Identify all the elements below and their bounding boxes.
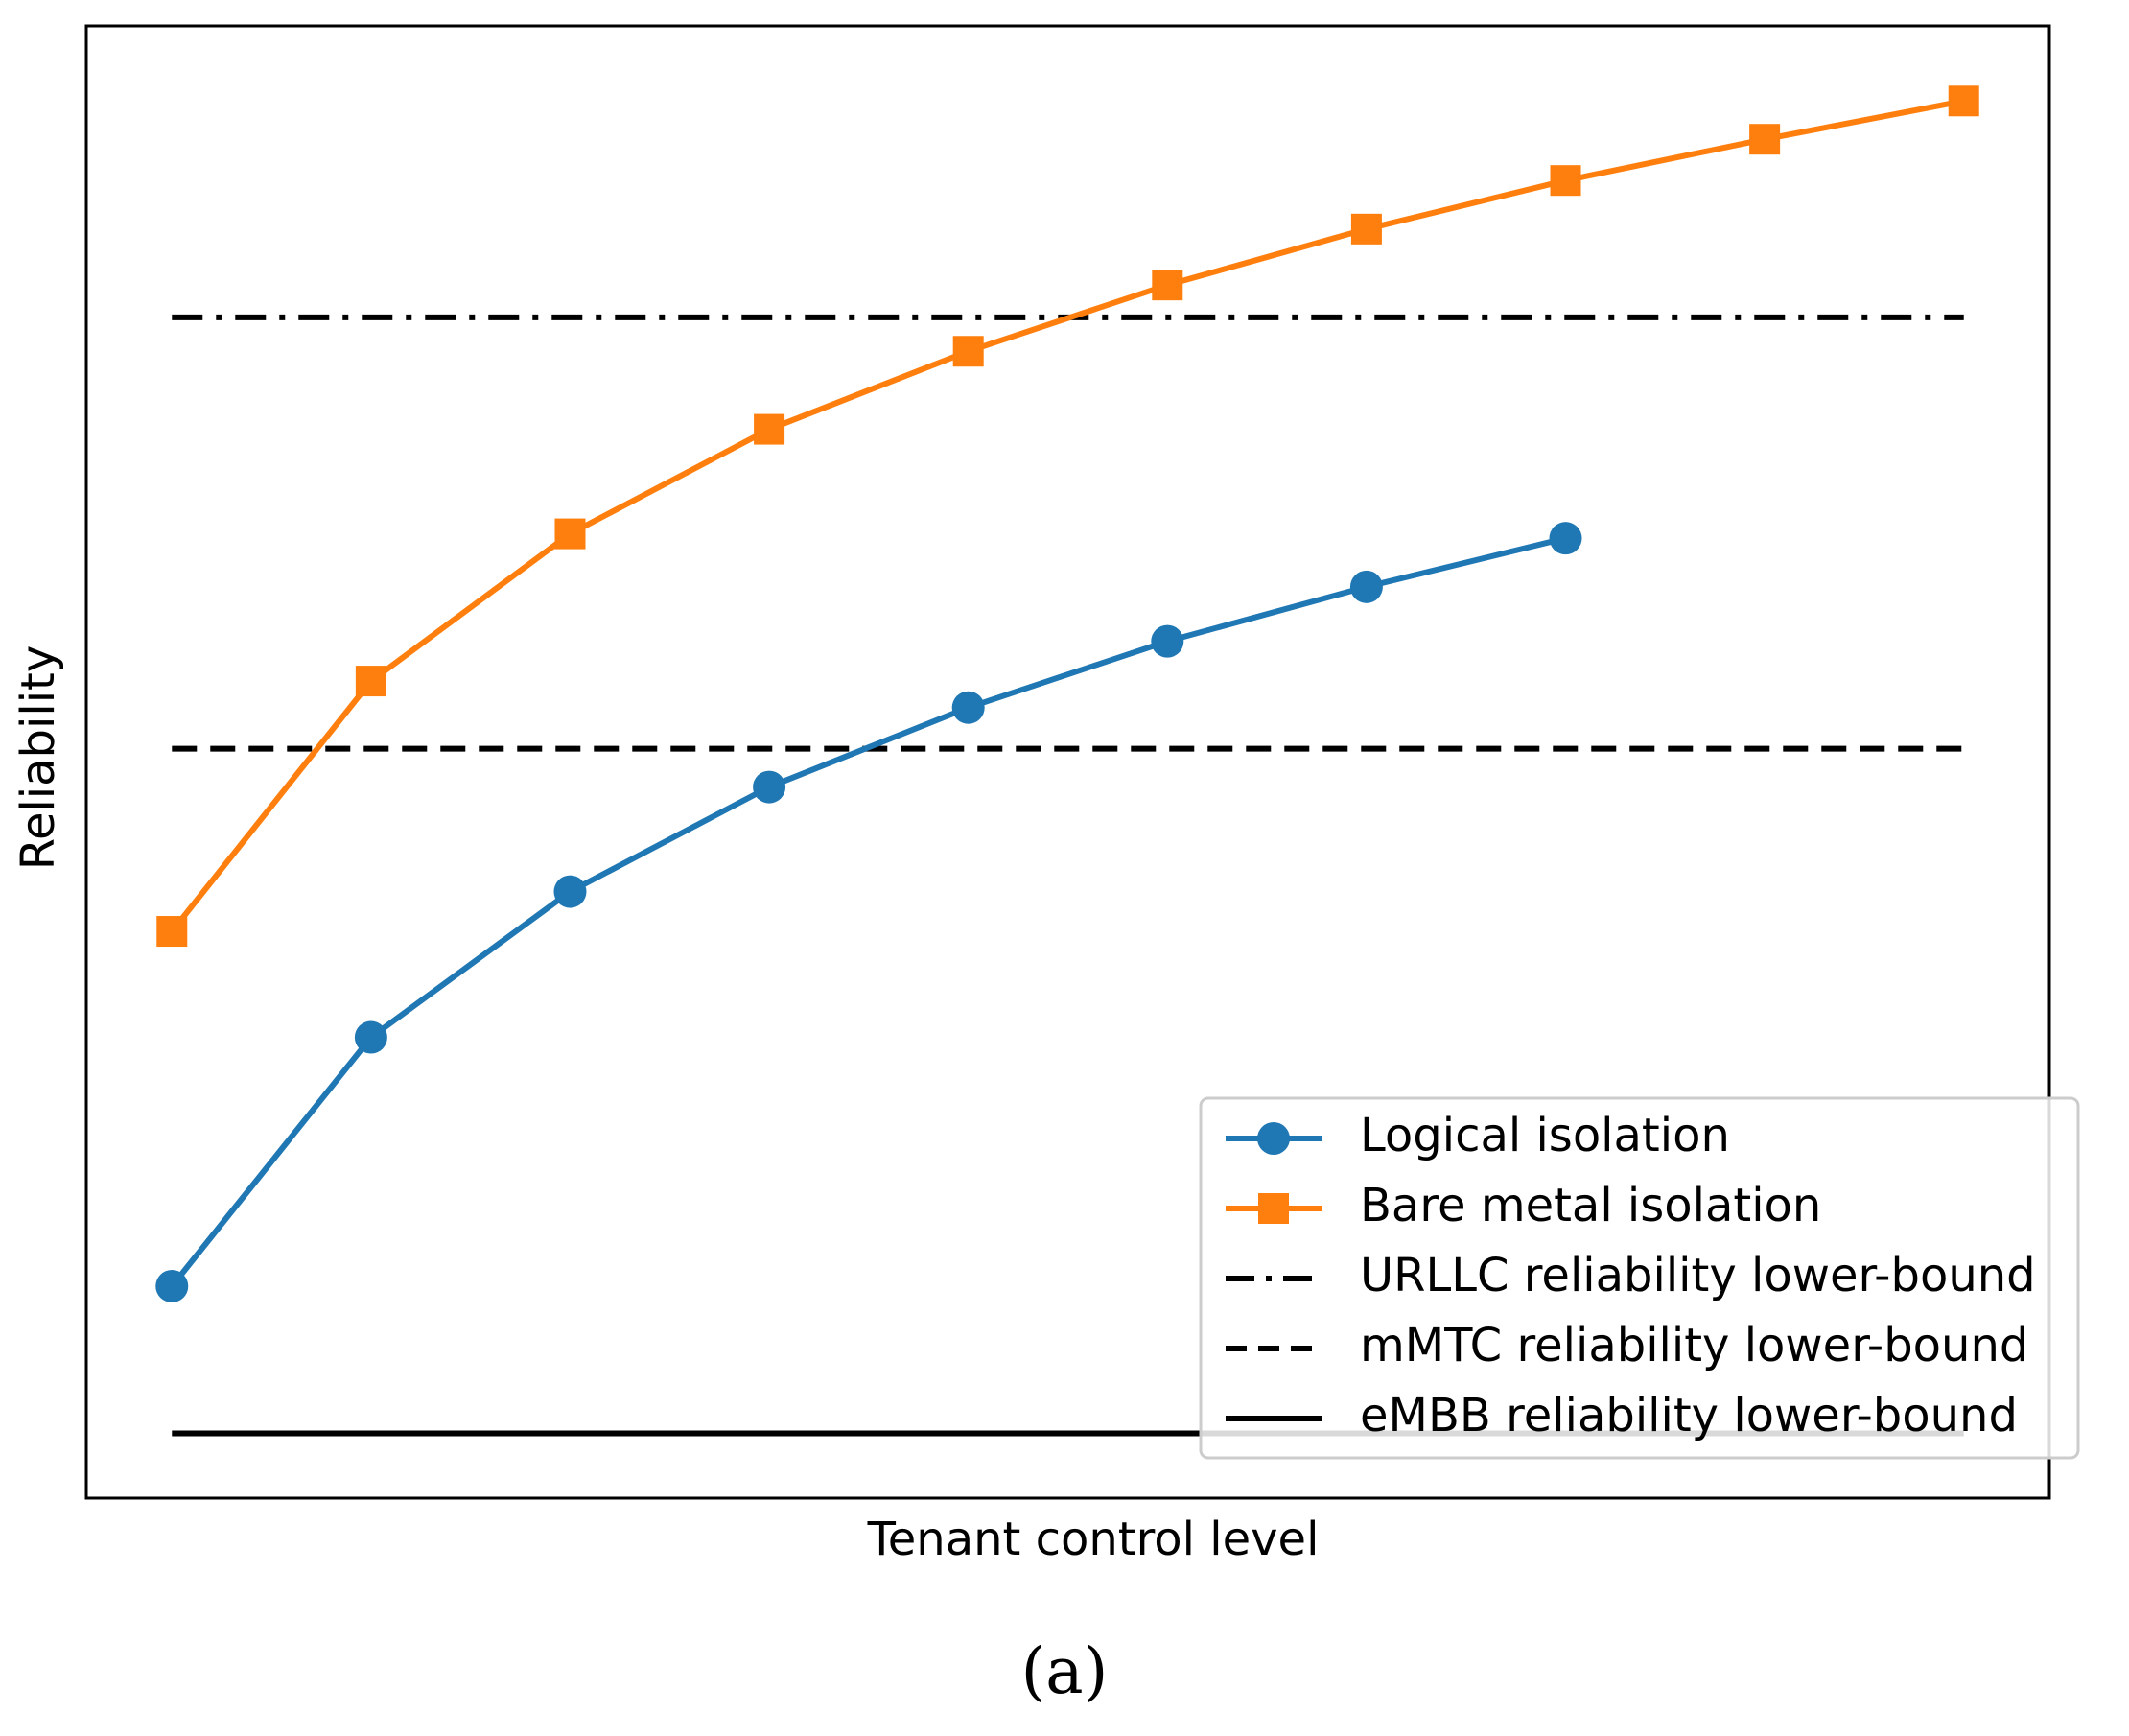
- legend-logical-isolation-marker: [1257, 1122, 1290, 1155]
- bare-metal-isolation-point: [1350, 213, 1382, 245]
- logical-isolation-point: [1549, 522, 1582, 555]
- bare-metal-isolation-point: [952, 336, 984, 367]
- legend-logical-isolation-label: Logical isolation: [1360, 1109, 1730, 1162]
- plot-area: [84, 24, 2051, 1500]
- x-axis-label: Tenant control level: [867, 1513, 1320, 1566]
- plot-frame: [84, 24, 2051, 1500]
- logical-isolation-point: [155, 1269, 189, 1302]
- y-axis-label: Reliability: [12, 645, 65, 871]
- logical-isolation-point: [753, 770, 786, 804]
- bare-metal-isolation-point: [1948, 85, 1979, 117]
- legend: Logical isolation Bare metal isolation URL…: [1199, 1096, 2080, 1460]
- bare-metal-isolation-point: [1550, 165, 1581, 197]
- bare-metal-isolation-point: [355, 666, 386, 697]
- bare-metal-isolation-point: [554, 518, 586, 550]
- logical-isolation-line: [169, 535, 1567, 1288]
- legend-urllc-reliability-lower-bound-label: URLLC reliability lower-bound: [1360, 1249, 2036, 1302]
- series-layer: [155, 85, 1979, 1302]
- logical-isolation-point: [951, 691, 985, 724]
- bare-metal-isolation-point: [156, 916, 188, 948]
- logical-isolation-point: [1349, 570, 1383, 603]
- bare-metal-isolation-line: [169, 98, 1965, 933]
- logical-isolation-point: [1151, 624, 1184, 658]
- bare-metal-isolation-point: [1152, 270, 1183, 301]
- legend-bare-metal-isolation-marker: [1258, 1193, 1289, 1224]
- legend-box: [1199, 1096, 2080, 1460]
- logical-isolation-point: [354, 1020, 387, 1054]
- legend-bare-metal-isolation-label: Bare metal isolation: [1360, 1179, 1821, 1232]
- logical-isolation-point: [553, 875, 587, 908]
- legend-mmtc-reliability-lower-bound-label: mMTC reliability lower-bound: [1360, 1319, 2028, 1372]
- bare-metal-isolation-point: [754, 413, 785, 445]
- bare-metal-isolation-point: [1749, 124, 1781, 155]
- figure-caption: (a): [1021, 1634, 1109, 1708]
- legend-embb-reliability-lower-bound-label: eMBB reliability lower-bound: [1360, 1389, 2018, 1443]
